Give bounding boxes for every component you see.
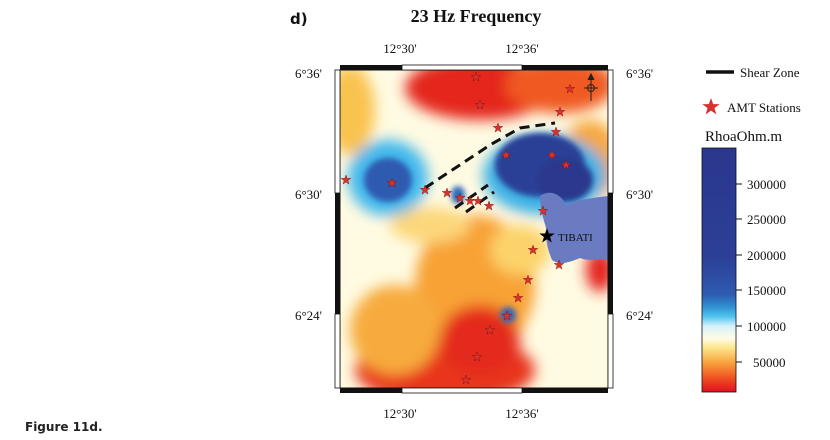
left-tick-label: 6°36': [295, 66, 322, 81]
lake-area: [540, 192, 608, 264]
left-tick-label: 6°24': [295, 308, 322, 323]
top-tick-label: 12°30': [383, 41, 417, 56]
colorbar: [701, 147, 737, 393]
red-star-icon: [702, 98, 720, 115]
city-label: TIBATI: [558, 232, 593, 244]
figure-caption: Figure 11d.: [25, 420, 103, 434]
stations-legend-label: AMT Stations: [727, 100, 801, 115]
map-frame: [334, 64, 614, 394]
right-tick-label: 6°36': [626, 66, 653, 81]
legend: Shear Zone AMT Stations RhoaOhm.m 300000…: [701, 65, 801, 393]
bottom-tick-label: 12°30': [383, 406, 417, 421]
colorbar-tick-label: 200000: [747, 248, 786, 263]
colorbar-title: RhoaOhm.m: [705, 129, 782, 145]
shear-zone-legend-label: Shear Zone: [740, 65, 800, 80]
top-tick-label: 12°36': [505, 41, 539, 56]
figure-title: 23 Hz Frequency: [411, 6, 542, 26]
left-tick-label: 6°30': [295, 187, 322, 202]
colorbar-tick-label: 250000: [747, 212, 786, 227]
black-star-icon: [539, 228, 555, 243]
colorbar-tick-label: 300000: [747, 177, 786, 192]
right-tick-label: 6°24': [626, 308, 653, 323]
city-marker: TIBATI: [539, 228, 593, 244]
resistivity-map: [340, 70, 608, 388]
bottom-tick-label: 12°36': [505, 406, 539, 421]
panel-label: d): [290, 10, 308, 28]
right-tick-label: 6°30': [626, 187, 653, 202]
colorbar-ticks: [736, 183, 742, 363]
north-arrow-icon: [584, 72, 598, 101]
colorbar-tick-label: 50000: [753, 355, 786, 370]
colorbar-tick-label: 100000: [747, 319, 786, 334]
colorbar-tick-label: 150000: [747, 283, 786, 298]
